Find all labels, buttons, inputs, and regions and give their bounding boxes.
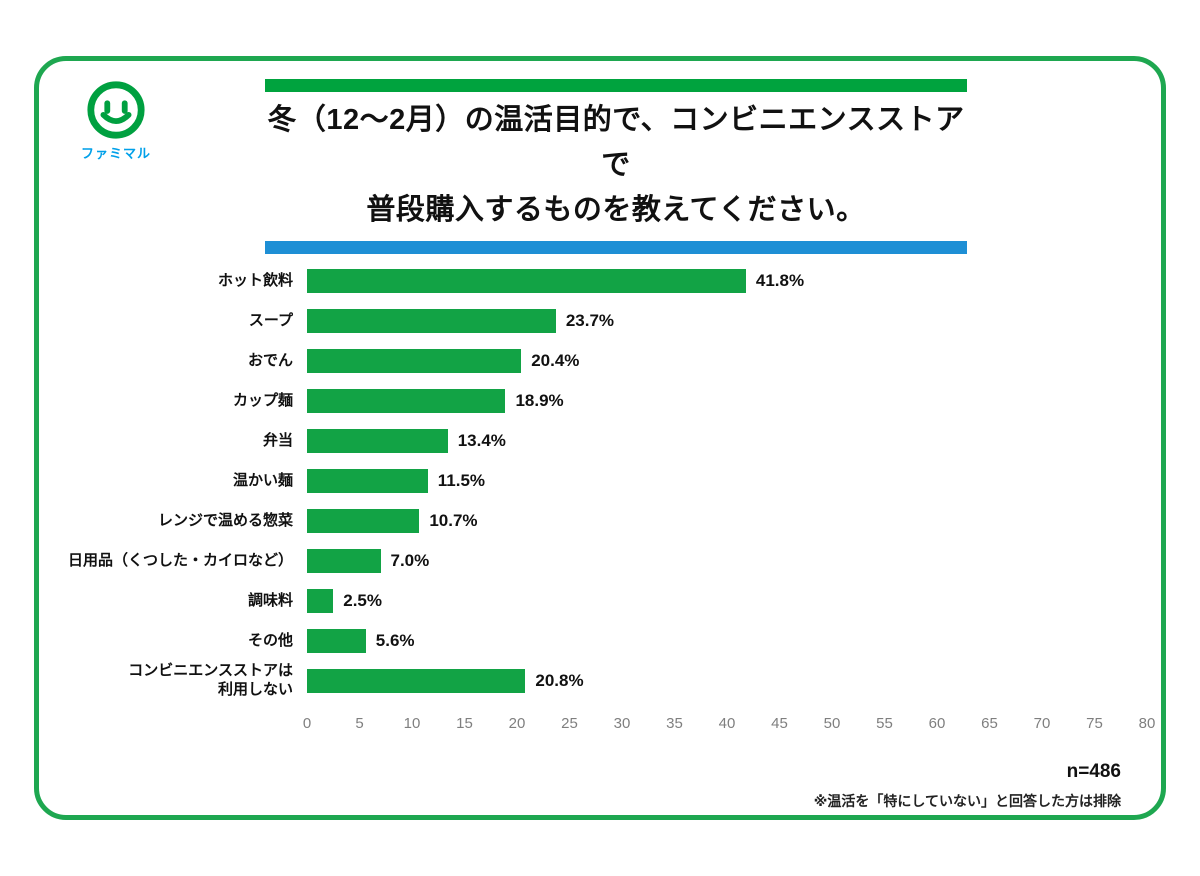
title-block: 冬（12～2月）の温活目的で、コンビニエンスストアで 普段購入するものを教えてく… <box>265 79 967 254</box>
x-axis-tick-label: 45 <box>771 715 788 732</box>
bar-row: カップ麺 18.9% <box>55 381 1147 421</box>
x-axis-tick-label: 70 <box>1033 715 1051 732</box>
x-axis-tick-label: 50 <box>823 715 841 732</box>
x-axis-tick-label: 80 <box>1138 715 1156 732</box>
bar <box>307 549 381 573</box>
bar <box>307 309 556 333</box>
x-axis-tick-label: 35 <box>666 715 683 732</box>
bar-label: 調味料 <box>247 591 293 609</box>
sample-size: n=486 <box>1066 761 1121 782</box>
bar-track: 20.8% <box>307 669 1147 693</box>
title-bottom-rule <box>265 240 967 254</box>
x-axis-tick-label: 75 <box>1086 715 1103 732</box>
bar-row: 日用品（くつした・カイロなど） 7.0% <box>55 541 1147 581</box>
exclusion-note: ※温活を「特にしていない」と回答した方は排除 <box>813 793 1121 809</box>
x-axis-tick-label: 10 <box>403 715 421 732</box>
bar-label: おでん <box>247 351 293 369</box>
bar <box>307 589 334 613</box>
bar-row: コンビニエンスストアは 利用しない 20.8% <box>55 661 1147 701</box>
chart-card: ファミマル 冬（12～2月）の温活目的で、コンビニエンスストアで 普段購入するも… <box>34 56 1166 820</box>
x-axis-tick-label: 5 <box>355 715 364 732</box>
x-axis-tick-label: 25 <box>561 715 578 732</box>
bar-label: スープ <box>248 311 293 329</box>
x-axis-tick-label: 55 <box>876 715 893 732</box>
bar-track: 10.7% <box>307 509 1147 533</box>
bar-label: ホット飲料 <box>217 271 293 289</box>
bar-chart: ホット飲料 41.8% スープ 23.7% おでん 20.4% カップ麺 18.9% 弁当 13.… <box>55 261 1156 735</box>
bar-track: 7.0% <box>307 549 1147 573</box>
bar <box>307 389 506 413</box>
x-axis: 0 5 10 15 20 25 30 35 40 45 50 55 60 65 70 75 80 <box>55 715 1156 735</box>
bar-track: 13.4% <box>307 429 1147 453</box>
chart-title: 冬（12～2月）の温活目的で、コンビニエンスストアで 普段購入するものを教えてく… <box>265 92 967 241</box>
bar-row: スープ 23.7% <box>55 301 1147 341</box>
bar-label: レンジで温める惣菜 <box>157 511 293 529</box>
bar-label: 日用品（くつした・カイロなど） <box>67 551 293 569</box>
bar <box>307 269 746 293</box>
bar-track: 20.4% <box>307 349 1147 373</box>
x-axis-tick-label: 0 <box>302 715 312 732</box>
brand-name: ファミマル <box>80 146 151 161</box>
brand-logo: ファミマル <box>77 79 155 162</box>
bar-track: 41.8% <box>307 269 1147 293</box>
bar-row: 調味料 2.5% <box>55 581 1147 621</box>
bar <box>307 669 526 693</box>
bar-value: 11.5% <box>437 471 486 490</box>
bar-label: コンビニエンスストアは 利用しない <box>128 662 293 698</box>
bar <box>307 509 420 533</box>
x-axis-tick-label: 65 <box>981 715 998 732</box>
bar-value: 7.0% <box>390 551 430 570</box>
chart-title-line1: 冬（12～2月）の温活目的で、コンビニエンスストアで <box>267 104 965 181</box>
bar-track: 11.5% <box>307 469 1147 493</box>
bar-track: 5.6% <box>307 629 1147 653</box>
bar <box>307 429 448 453</box>
bar-value: 10.7% <box>429 511 478 530</box>
chart-footer: n=486 ※温活を「特にしていない」と回答した方は排除 <box>814 761 1121 811</box>
bar-track: 23.7% <box>307 309 1147 333</box>
bar-row: ホット飲料 41.8% <box>55 261 1147 301</box>
title-top-rule <box>265 79 967 92</box>
x-axis-ticks: 0 5 10 15 20 25 30 35 40 45 50 55 60 65 70 75 80 <box>303 715 1156 735</box>
bar-value: 5.6% <box>375 631 415 650</box>
bar <box>307 629 366 653</box>
x-axis-tick-label: 60 <box>928 715 946 732</box>
x-axis-tick-label: 20 <box>508 715 526 732</box>
chart-title-line2: 普段購入するものを教えてください。 <box>366 193 866 226</box>
bar-label: その他 <box>247 631 293 649</box>
bar-value: 20.4% <box>531 351 580 370</box>
bar-label: カップ麺 <box>232 391 293 409</box>
bar-track: 18.9% <box>307 389 1147 413</box>
x-axis-spacer <box>55 715 307 735</box>
x-axis-tick-label: 30 <box>613 715 631 732</box>
bar-row: その他 5.6% <box>55 621 1147 661</box>
bar-value: 20.8% <box>535 671 584 690</box>
bar-row: 温かい麺 11.5% <box>55 461 1147 501</box>
bar <box>307 469 428 493</box>
bar <box>307 349 522 373</box>
bar-value: 2.5% <box>343 591 382 610</box>
bar-label: 弁当 <box>262 431 293 449</box>
bar-value: 41.8% <box>755 271 805 290</box>
bar-value: 13.4% <box>457 431 506 450</box>
bar-row: おでん 20.4% <box>55 341 1147 381</box>
bar-value: 18.9% <box>515 391 564 410</box>
bar-row: レンジで温める惣菜 10.7% <box>55 501 1147 541</box>
bar-value: 23.7% <box>565 311 615 330</box>
x-axis-tick-label: 15 <box>456 715 473 732</box>
smiley-face-icon <box>87 81 145 139</box>
bar-label: 温かい麺 <box>232 471 293 489</box>
bar-row: 弁当 13.4% <box>55 421 1147 461</box>
bar-track: 2.5% <box>307 589 1147 613</box>
x-axis-tick-label: 40 <box>718 715 736 732</box>
bar-rows: ホット飲料 41.8% スープ 23.7% おでん 20.4% カップ麺 18.9% 弁当 13.… <box>55 261 1147 701</box>
